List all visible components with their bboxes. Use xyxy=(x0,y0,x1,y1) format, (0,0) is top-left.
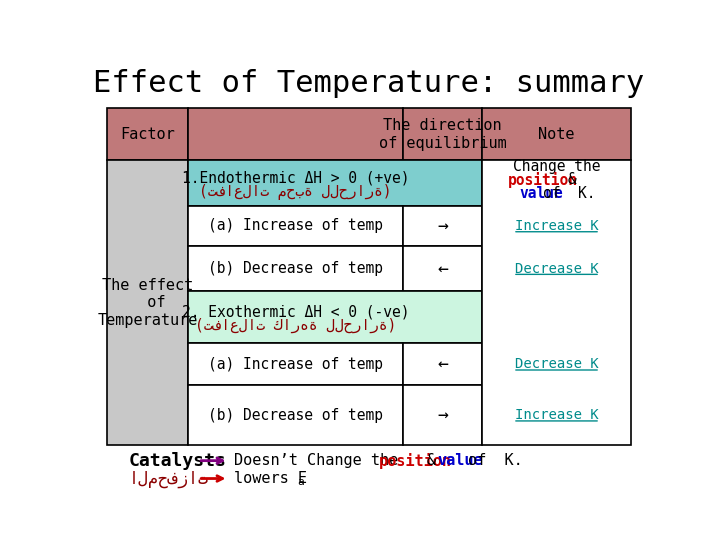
Bar xyxy=(188,292,482,343)
Bar xyxy=(403,343,482,385)
Text: Catalysts: Catalysts xyxy=(129,451,227,470)
Text: Note: Note xyxy=(539,127,575,142)
Bar xyxy=(403,109,482,160)
Bar xyxy=(188,343,403,385)
Bar xyxy=(107,109,188,160)
Text: →: → xyxy=(437,406,448,424)
Text: &: & xyxy=(426,453,436,468)
Bar xyxy=(482,160,631,446)
Bar xyxy=(403,206,482,246)
Bar xyxy=(107,160,188,446)
Text: Increase K: Increase K xyxy=(515,408,598,422)
Text: &: & xyxy=(568,172,577,187)
Text: المحفزات: المحفزات xyxy=(129,469,209,488)
Bar xyxy=(188,160,482,206)
Text: The direction
of equilibrium: The direction of equilibrium xyxy=(379,118,506,151)
Text: Change the: Change the xyxy=(513,159,600,174)
Text: (b) Decrease of temp: (b) Decrease of temp xyxy=(208,408,383,423)
Text: →: → xyxy=(437,217,448,235)
Bar xyxy=(482,109,631,160)
Text: Increase K: Increase K xyxy=(515,219,598,233)
Bar xyxy=(188,206,403,246)
Text: Effect of Temperature: summary: Effect of Temperature: summary xyxy=(94,69,644,98)
Text: 2. Exothermic ΔH < 0 (-ve): 2. Exothermic ΔH < 0 (-ve) xyxy=(182,305,409,320)
Text: position: position xyxy=(379,453,452,469)
Text: (b) Decrease of temp: (b) Decrease of temp xyxy=(208,261,383,276)
Text: Doesn’t Change the: Doesn’t Change the xyxy=(234,453,398,468)
Text: value: value xyxy=(437,453,482,468)
Text: Decrease K: Decrease K xyxy=(515,357,598,371)
Bar xyxy=(188,109,403,160)
Text: ←: ← xyxy=(437,355,448,373)
Text: 1.Endothermic ΔH > 0 (+ve): 1.Endothermic ΔH > 0 (+ve) xyxy=(182,171,409,186)
Text: lowers E: lowers E xyxy=(234,471,307,486)
Text: (a) Increase of temp: (a) Increase of temp xyxy=(208,357,383,372)
Text: a: a xyxy=(297,477,305,487)
Text: position: position xyxy=(508,172,577,188)
Text: (تفاعلات كارهة للحرارة): (تفاعلات كارهة للحرارة) xyxy=(195,318,396,333)
Text: of  K.: of K. xyxy=(543,186,595,201)
Text: value: value xyxy=(519,186,563,201)
Bar xyxy=(188,385,403,446)
Text: The effect
  of
Temperature: The effect of Temperature xyxy=(97,278,197,328)
Text: (تفاعلات محبة للحرارة): (تفاعلات محبة للحرارة) xyxy=(199,184,392,200)
Bar xyxy=(188,246,403,292)
Text: Factor: Factor xyxy=(120,127,175,142)
Bar xyxy=(403,246,482,292)
Text: Decrease K: Decrease K xyxy=(515,261,598,275)
Text: ←: ← xyxy=(437,260,448,278)
Text: (a) Increase of temp: (a) Increase of temp xyxy=(208,218,383,233)
Text: of  K.: of K. xyxy=(468,453,523,468)
Bar xyxy=(403,385,482,446)
